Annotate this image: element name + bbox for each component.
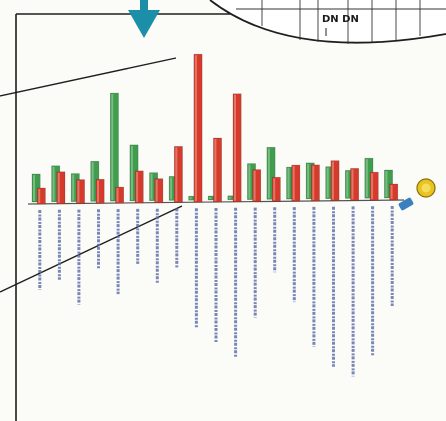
bar-red-highlight: [77, 180, 80, 203]
bar-green-highlight: [130, 145, 133, 200]
category-label-group: [38, 206, 394, 377]
blue-tag-icon: [398, 197, 414, 211]
callout-circle-edge: [209, 0, 446, 44]
bar-red-highlight: [312, 165, 315, 200]
bar-red-highlight: [175, 147, 178, 202]
bar-red-highlight: [97, 180, 99, 203]
bar-green-highlight: [385, 171, 388, 197]
bar-red: [56, 171, 66, 205]
arrow-shaft: [140, 0, 148, 14]
bar-red-highlight: [57, 172, 60, 203]
bar-green-highlight: [228, 196, 231, 199]
callout-text: DN DN: [322, 14, 359, 25]
bar-green-highlight: [365, 159, 368, 198]
bar-red-highlight: [38, 189, 41, 203]
bar-red: [369, 171, 379, 201]
bar-red: [213, 137, 222, 203]
bar-green-highlight: [209, 197, 212, 199]
yellow-circle-inner: [421, 183, 431, 193]
bar-red: [193, 53, 203, 203]
bar-chart: [27, 53, 405, 377]
bar-red: [330, 160, 340, 201]
bar-red-highlight: [116, 188, 119, 203]
bar-green-highlight: [248, 164, 251, 199]
bar-red: [252, 169, 262, 202]
bar-red: [389, 183, 399, 201]
magnifier-callout: DN DN: [209, 0, 446, 44]
bar-red-highlight: [331, 161, 334, 200]
bar-red: [232, 93, 242, 203]
bar-red-highlight: [351, 169, 354, 200]
bar-red-highlight: [155, 179, 158, 202]
bar-green: [266, 147, 276, 200]
bar-red: [115, 186, 124, 204]
bar-red-highlight: [194, 55, 197, 202]
bar-green-highlight: [346, 171, 349, 198]
bar-green-highlight: [326, 167, 329, 198]
bar-red-highlight: [390, 185, 393, 199]
bar-green-highlight: [52, 166, 55, 201]
bar-green-highlight: [287, 168, 290, 199]
bar-red: [95, 179, 105, 204]
bar-red: [271, 177, 281, 202]
arrow-head: [128, 10, 160, 38]
bar-red-highlight: [234, 94, 236, 201]
bar-red: [154, 178, 164, 203]
bar-series-group: [31, 53, 399, 205]
bar-red-highlight: [253, 170, 256, 201]
bar-green-highlight: [170, 177, 173, 200]
bar-green-highlight: [72, 174, 75, 201]
bar-green: [110, 92, 119, 202]
bar-green-highlight: [267, 148, 270, 199]
bar-green-highlight: [91, 162, 94, 201]
bar-red: [76, 179, 85, 204]
bar-red: [350, 168, 359, 201]
bar-green-highlight: [150, 173, 153, 200]
down-arrow-icon: [128, 0, 160, 38]
bar-red-highlight: [136, 171, 139, 202]
bar-red-highlight: [371, 173, 374, 200]
bar-red-highlight: [292, 166, 295, 201]
bar-red-highlight: [214, 139, 217, 201]
leader-line-top: [0, 57, 177, 97]
bar-red: [36, 187, 46, 205]
bar-green-highlight: [33, 175, 35, 201]
bar-red: [174, 146, 183, 203]
chart-end-markers: [398, 178, 436, 211]
bar-green-highlight: [189, 197, 192, 200]
bar-red-highlight: [273, 178, 276, 201]
leader-line-bottom: [0, 205, 183, 293]
bar-green-highlight: [307, 163, 310, 198]
bar-red: [291, 164, 301, 202]
bar-red: [310, 164, 320, 202]
bar-red: [134, 170, 144, 204]
bar-green-highlight: [111, 94, 114, 201]
